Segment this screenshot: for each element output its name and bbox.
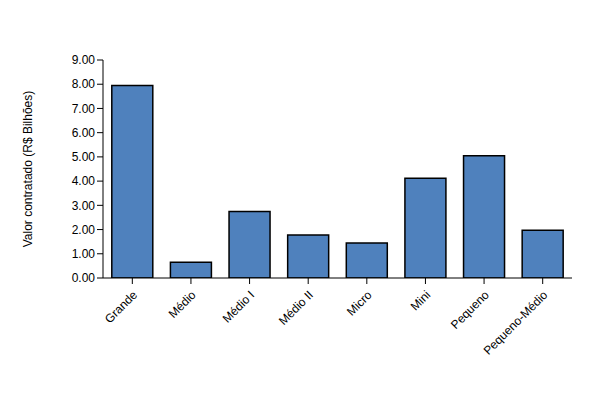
svg-text:9.00: 9.00: [72, 53, 96, 67]
svg-text:Pequeno-Médio: Pequeno-Médio: [481, 288, 551, 358]
svg-text:Grande: Grande: [102, 288, 140, 326]
svg-text:2.00: 2.00: [72, 223, 96, 237]
svg-text:Mini: Mini: [408, 288, 433, 313]
svg-text:6.00: 6.00: [72, 126, 96, 140]
svg-text:3.00: 3.00: [72, 199, 96, 213]
svg-text:Valor contratado (R$ Bilhões): Valor contratado (R$ Bilhões): [21, 91, 35, 248]
svg-text:Médio: Médio: [166, 288, 199, 321]
svg-text:Pequeno: Pequeno: [448, 288, 492, 332]
svg-text:4.00: 4.00: [72, 174, 96, 188]
svg-text:8.00: 8.00: [72, 77, 96, 91]
svg-text:0.00: 0.00: [72, 271, 96, 285]
svg-text:1.00: 1.00: [72, 247, 96, 261]
svg-text:Micro: Micro: [344, 288, 375, 319]
svg-text:Médio II: Médio II: [276, 288, 316, 328]
svg-text:5.00: 5.00: [72, 150, 96, 164]
svg-text:Médio I: Médio I: [220, 288, 258, 326]
svg-text:7.00: 7.00: [72, 102, 96, 116]
